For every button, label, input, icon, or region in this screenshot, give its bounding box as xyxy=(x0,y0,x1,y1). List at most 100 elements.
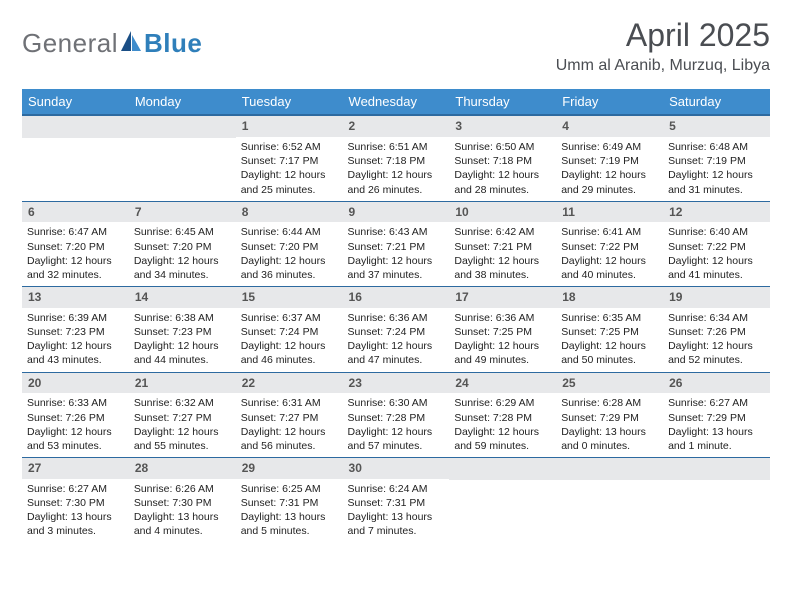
sunrise-line: Sunrise: 6:40 AM xyxy=(668,225,765,239)
daylight-line: Daylight: 13 hours and 5 minutes. xyxy=(241,510,338,538)
calendar-cell: 22Sunrise: 6:31 AMSunset: 7:27 PMDayligh… xyxy=(236,372,343,457)
day-info: Sunrise: 6:31 AMSunset: 7:27 PMDaylight:… xyxy=(236,393,343,457)
sunset-line: Sunset: 7:29 PM xyxy=(561,411,658,425)
calendar-cell xyxy=(22,115,129,201)
sunset-line: Sunset: 7:25 PM xyxy=(561,325,658,339)
sunrise-line: Sunrise: 6:37 AM xyxy=(241,311,338,325)
calendar-cell: 11Sunrise: 6:41 AMSunset: 7:22 PMDayligh… xyxy=(556,201,663,286)
daylight-line: Daylight: 12 hours and 28 minutes. xyxy=(454,168,551,196)
day-number: 26 xyxy=(663,373,770,394)
day-info: Sunrise: 6:48 AMSunset: 7:19 PMDaylight:… xyxy=(663,137,770,201)
sunset-line: Sunset: 7:30 PM xyxy=(27,496,124,510)
calendar-cell: 24Sunrise: 6:29 AMSunset: 7:28 PMDayligh… xyxy=(449,372,556,457)
daylight-line: Daylight: 12 hours and 52 minutes. xyxy=(668,339,765,367)
day-header: Monday xyxy=(129,89,236,115)
day-number: 22 xyxy=(236,373,343,394)
day-header: Sunday xyxy=(22,89,129,115)
day-info: Sunrise: 6:33 AMSunset: 7:26 PMDaylight:… xyxy=(22,393,129,457)
sunset-line: Sunset: 7:20 PM xyxy=(134,240,231,254)
day-number: 25 xyxy=(556,373,663,394)
daylight-line: Daylight: 12 hours and 36 minutes. xyxy=(241,254,338,282)
page-title: April 2025 xyxy=(556,18,770,53)
daylight-line: Daylight: 13 hours and 1 minute. xyxy=(668,425,765,453)
day-number: 20 xyxy=(22,373,129,394)
sunrise-line: Sunrise: 6:51 AM xyxy=(348,140,445,154)
day-info: Sunrise: 6:52 AMSunset: 7:17 PMDaylight:… xyxy=(236,137,343,201)
sunrise-line: Sunrise: 6:52 AM xyxy=(241,140,338,154)
sunrise-line: Sunrise: 6:30 AM xyxy=(348,396,445,410)
daylight-line: Daylight: 12 hours and 56 minutes. xyxy=(241,425,338,453)
day-header: Tuesday xyxy=(236,89,343,115)
calendar-cell: 13Sunrise: 6:39 AMSunset: 7:23 PMDayligh… xyxy=(22,287,129,372)
day-number: 10 xyxy=(449,202,556,223)
sunset-line: Sunset: 7:20 PM xyxy=(27,240,124,254)
sunrise-line: Sunrise: 6:44 AM xyxy=(241,225,338,239)
sunset-line: Sunset: 7:18 PM xyxy=(348,154,445,168)
day-info: Sunrise: 6:37 AMSunset: 7:24 PMDaylight:… xyxy=(236,308,343,372)
calendar-cell: 9Sunrise: 6:43 AMSunset: 7:21 PMDaylight… xyxy=(343,201,450,286)
calendar-cell: 3Sunrise: 6:50 AMSunset: 7:18 PMDaylight… xyxy=(449,115,556,201)
day-info: Sunrise: 6:51 AMSunset: 7:18 PMDaylight:… xyxy=(343,137,450,201)
sunset-line: Sunset: 7:30 PM xyxy=(134,496,231,510)
header: General Blue April 2025 Umm al Aranib, M… xyxy=(22,18,770,75)
day-info: Sunrise: 6:41 AMSunset: 7:22 PMDaylight:… xyxy=(556,222,663,286)
day-number: 9 xyxy=(343,202,450,223)
daylight-line: Daylight: 12 hours and 55 minutes. xyxy=(134,425,231,453)
sunset-line: Sunset: 7:19 PM xyxy=(561,154,658,168)
calendar-row: 27Sunrise: 6:27 AMSunset: 7:30 PMDayligh… xyxy=(22,458,770,543)
day-info: Sunrise: 6:39 AMSunset: 7:23 PMDaylight:… xyxy=(22,308,129,372)
logo-text-blue: Blue xyxy=(144,28,202,59)
calendar-cell: 1Sunrise: 6:52 AMSunset: 7:17 PMDaylight… xyxy=(236,115,343,201)
page-container: { "brand": { "general": "General", "blue… xyxy=(0,0,792,612)
day-info: Sunrise: 6:30 AMSunset: 7:28 PMDaylight:… xyxy=(343,393,450,457)
calendar-cell: 28Sunrise: 6:26 AMSunset: 7:30 PMDayligh… xyxy=(129,458,236,543)
daylight-line: Daylight: 12 hours and 31 minutes. xyxy=(668,168,765,196)
calendar-cell: 30Sunrise: 6:24 AMSunset: 7:31 PMDayligh… xyxy=(343,458,450,543)
sunrise-line: Sunrise: 6:27 AM xyxy=(27,482,124,496)
day-number: 28 xyxy=(129,458,236,479)
day-number: 8 xyxy=(236,202,343,223)
day-info: Sunrise: 6:27 AMSunset: 7:29 PMDaylight:… xyxy=(663,393,770,457)
daylight-line: Daylight: 12 hours and 50 minutes. xyxy=(561,339,658,367)
daylight-line: Daylight: 13 hours and 3 minutes. xyxy=(27,510,124,538)
sunset-line: Sunset: 7:21 PM xyxy=(454,240,551,254)
daylight-line: Daylight: 12 hours and 49 minutes. xyxy=(454,339,551,367)
calendar-row: 13Sunrise: 6:39 AMSunset: 7:23 PMDayligh… xyxy=(22,287,770,372)
calendar-cell: 20Sunrise: 6:33 AMSunset: 7:26 PMDayligh… xyxy=(22,372,129,457)
calendar-cell: 7Sunrise: 6:45 AMSunset: 7:20 PMDaylight… xyxy=(129,201,236,286)
daylight-line: Daylight: 12 hours and 29 minutes. xyxy=(561,168,658,196)
day-header-row: SundayMondayTuesdayWednesdayThursdayFrid… xyxy=(22,89,770,115)
day-info: Sunrise: 6:24 AMSunset: 7:31 PMDaylight:… xyxy=(343,479,450,543)
daylight-line: Daylight: 12 hours and 40 minutes. xyxy=(561,254,658,282)
sunrise-line: Sunrise: 6:26 AM xyxy=(134,482,231,496)
sunrise-line: Sunrise: 6:35 AM xyxy=(561,311,658,325)
day-number: 14 xyxy=(129,287,236,308)
calendar-row: 1Sunrise: 6:52 AMSunset: 7:17 PMDaylight… xyxy=(22,115,770,201)
day-info: Sunrise: 6:35 AMSunset: 7:25 PMDaylight:… xyxy=(556,308,663,372)
daylight-line: Daylight: 12 hours and 59 minutes. xyxy=(454,425,551,453)
daylight-line: Daylight: 12 hours and 38 minutes. xyxy=(454,254,551,282)
day-info: Sunrise: 6:36 AMSunset: 7:25 PMDaylight:… xyxy=(449,308,556,372)
sunset-line: Sunset: 7:23 PM xyxy=(134,325,231,339)
calendar-cell: 25Sunrise: 6:28 AMSunset: 7:29 PMDayligh… xyxy=(556,372,663,457)
day-number: 1 xyxy=(236,116,343,137)
day-number-empty xyxy=(129,116,236,138)
logo: General Blue xyxy=(22,18,202,59)
calendar-cell: 15Sunrise: 6:37 AMSunset: 7:24 PMDayligh… xyxy=(236,287,343,372)
day-info: Sunrise: 6:42 AMSunset: 7:21 PMDaylight:… xyxy=(449,222,556,286)
sunrise-line: Sunrise: 6:43 AM xyxy=(348,225,445,239)
daylight-line: Daylight: 12 hours and 46 minutes. xyxy=(241,339,338,367)
sunset-line: Sunset: 7:25 PM xyxy=(454,325,551,339)
sunset-line: Sunset: 7:19 PM xyxy=(668,154,765,168)
calendar-cell: 6Sunrise: 6:47 AMSunset: 7:20 PMDaylight… xyxy=(22,201,129,286)
daylight-line: Daylight: 12 hours and 47 minutes. xyxy=(348,339,445,367)
sunset-line: Sunset: 7:26 PM xyxy=(27,411,124,425)
day-header: Thursday xyxy=(449,89,556,115)
daylight-line: Daylight: 12 hours and 57 minutes. xyxy=(348,425,445,453)
sunrise-line: Sunrise: 6:31 AM xyxy=(241,396,338,410)
calendar-table: SundayMondayTuesdayWednesdayThursdayFrid… xyxy=(22,89,770,542)
calendar-row: 6Sunrise: 6:47 AMSunset: 7:20 PMDaylight… xyxy=(22,201,770,286)
calendar-cell xyxy=(556,458,663,543)
daylight-line: Daylight: 12 hours and 32 minutes. xyxy=(27,254,124,282)
day-number: 16 xyxy=(343,287,450,308)
